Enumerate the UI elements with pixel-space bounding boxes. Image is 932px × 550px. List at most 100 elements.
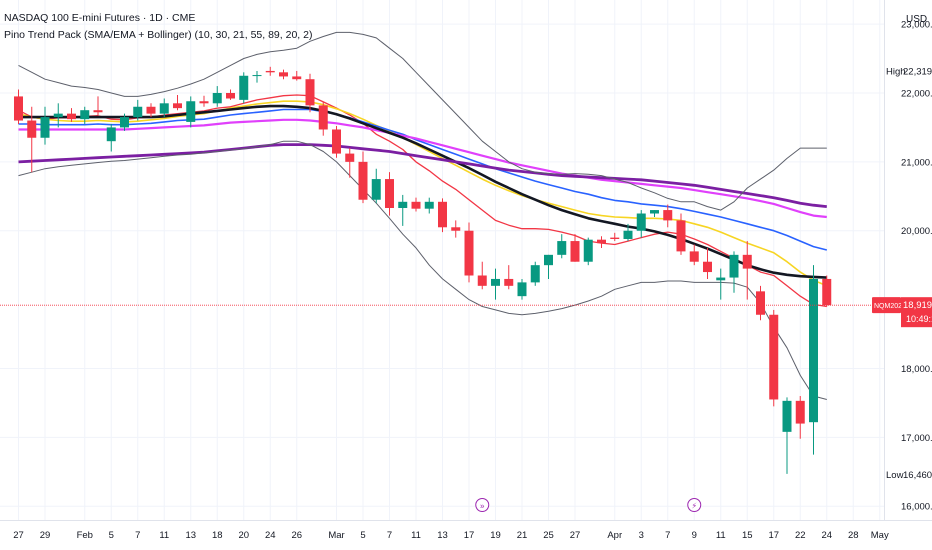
candle-body [544,254,553,266]
candle [716,268,726,300]
indicator-title: Pino Trend Pack (SMA/EMA + Bollinger) (1… [4,29,313,41]
high-label: High [886,66,906,77]
candle [583,237,593,266]
candle-body [742,254,752,269]
candle-body [663,210,673,221]
candle [385,172,394,216]
candlesticks [14,66,832,474]
time-tick-label: 7 [135,530,140,541]
candle [504,265,514,290]
candle-body [491,278,500,286]
candle-body [133,106,143,118]
price-tick-label: 20,000.00 [901,226,932,237]
candle [265,66,275,76]
candle [477,261,487,290]
time-tick-label: 5 [109,530,114,541]
symbol-tag: NQM2025 [874,303,906,310]
high-value: 22,319.75 [903,66,932,77]
time-tick-label: 15 [742,530,753,541]
time-tick-label: May [871,530,889,541]
indicator-line-7 [18,140,827,400]
indicator-line-3 [18,118,827,219]
candle [120,113,129,131]
candle [226,89,235,100]
candle [809,265,818,455]
candle-body [345,153,355,162]
candle-body [239,75,249,100]
candle-body [822,278,832,306]
candle-body [398,201,408,208]
candle-body [610,237,620,239]
candle-body [252,75,262,77]
candle [689,244,699,266]
time-tick-label: 13 [437,530,448,541]
candle [106,123,116,152]
candle [557,234,567,259]
candle-body [305,79,315,106]
time-tick-label: 11 [159,530,169,541]
candle [544,254,553,279]
candle [186,96,196,128]
candle-body [186,101,196,122]
candle-body [93,110,103,113]
candle-body [173,103,182,109]
event-markers: » ⚡ [475,498,702,512]
candle-body [795,400,805,424]
candle-body [504,278,514,286]
candle [742,241,752,300]
candle [451,220,461,238]
candle-body [80,110,90,120]
candle-body [146,106,156,114]
time-tick-label: 11 [716,530,726,541]
candle [27,106,37,173]
candle [159,98,169,118]
candle-body [782,400,792,432]
candle-body [212,92,222,104]
low-label-bg [885,467,932,482]
candle [345,148,355,178]
candle-body [769,314,779,400]
candle-body [226,92,235,99]
candle [292,70,302,81]
grid-lines [0,0,884,520]
candle [530,261,540,286]
candle [491,268,500,300]
candle [398,194,408,226]
candle-body [716,277,726,281]
indicator-line-1 [18,100,828,287]
candle-body [464,230,474,276]
candle [597,236,606,248]
candle [173,95,182,111]
price-tag-bg [901,297,932,328]
candle-body [756,291,765,315]
indicator-line-6 [18,31,827,211]
time-tick-label: 5 [360,530,365,541]
candle [756,285,765,321]
time-tick-label: 17 [768,530,779,541]
candle-body [477,275,487,286]
time-tick-label: 18 [212,530,223,541]
candle [133,99,143,121]
candle [623,223,633,242]
candle-body [120,117,129,128]
time-tick-label: 3 [639,530,644,541]
countdown-label: 10:49:13 [906,314,932,324]
time-axis[interactable]: 27 29 Feb 5 7 11 13 18 20 24 26 Mar 5 7 11 13 17 19 21 25 27… [0,520,932,542]
currency-label: USD [906,14,927,25]
candle [703,247,712,279]
indicator-line-5 [18,143,827,208]
high-label-bg [885,63,932,78]
indicator-line-2 [18,108,827,251]
time-tick-label: 7 [387,530,392,541]
time-tick-label: Apr [607,530,622,541]
low-value: 16,460.00 [903,470,932,481]
time-tick-label: 28 [848,530,859,541]
candle-body [424,201,434,209]
event-marker-icon: ⚡ [691,502,697,511]
price-tick-label: 21,000.00 [901,157,932,168]
price-tick-label: 16,000.00 [901,502,932,513]
candle [239,72,249,104]
candle [93,96,103,116]
